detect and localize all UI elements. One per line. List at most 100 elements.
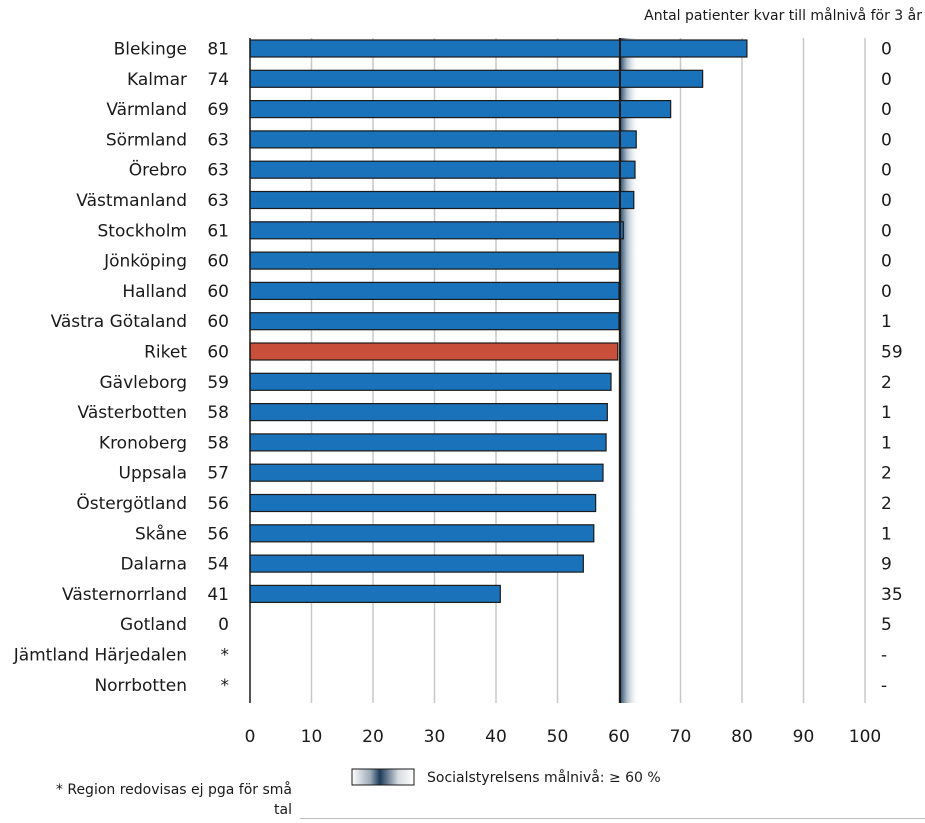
category-label: Jönköping	[103, 252, 187, 272]
category-label: Kalmar	[127, 70, 187, 90]
bar	[249, 190, 635, 210]
value-label: 81	[207, 40, 229, 60]
category-label: Kronoberg	[99, 433, 187, 453]
value-label: 74	[207, 70, 229, 90]
value-label: 61	[207, 221, 229, 241]
remaining-patients-label: 0	[881, 130, 892, 150]
bar	[249, 281, 620, 300]
bar	[249, 554, 584, 573]
value-label: 58	[207, 403, 229, 423]
remaining-patients-label: 0	[881, 161, 892, 181]
category-label: Västernorrland	[62, 585, 187, 605]
remaining-patients-label: 59	[881, 343, 903, 363]
category-label: Riket	[144, 343, 187, 363]
bar	[249, 312, 620, 331]
bar	[249, 372, 612, 391]
x-tick-label: 50	[547, 727, 569, 747]
remaining-patients-label: 35	[881, 585, 903, 605]
legend: Socialstyrelsens målnivå: ≥ 60 %	[351, 768, 661, 786]
bottom-rule	[300, 818, 925, 819]
x-tick-label: 20	[362, 727, 384, 747]
bar	[249, 130, 637, 149]
value-label: 63	[207, 130, 229, 150]
footnote-line-1: * Region redovisas ej pga för små	[55, 782, 292, 798]
category-label: Gävleborg	[99, 373, 187, 393]
bar	[249, 403, 608, 422]
bar	[249, 251, 620, 270]
value-label: 58	[207, 433, 229, 453]
category-label: Jämtland Härjedalen	[13, 646, 187, 666]
x-tick-label: 40	[485, 727, 507, 747]
value-label: 69	[207, 100, 229, 120]
category-label: Sörmland	[106, 130, 187, 150]
remaining-patients-column: 0 0 0 0 0 0 0 0 0 1 59 2 1 1 2 2 1 9 35 5 - -	[881, 40, 903, 696]
bar	[249, 160, 636, 179]
remaining-patients-label: 0	[881, 191, 892, 211]
remaining-patients-label: 0	[881, 100, 892, 120]
x-tick-label: 80	[731, 727, 753, 747]
remaining-patients-label: 1	[881, 312, 892, 332]
x-tick-label: 60	[608, 727, 630, 747]
remaining-patients-label: 5	[881, 615, 892, 635]
bar	[249, 584, 501, 604]
remaining-patients-label: -	[881, 646, 887, 666]
x-tick-label: 30	[424, 727, 446, 747]
category-label: Blekinge	[114, 40, 187, 60]
category-label: Västerbotten	[78, 403, 187, 423]
remaining-patients-label: 1	[881, 524, 892, 544]
remaining-patients-label: 0	[881, 40, 892, 60]
x-tick-label: 70	[670, 727, 692, 747]
remaining-patients-label: 2	[881, 494, 892, 514]
category-label: Dalarna	[120, 555, 187, 575]
category-label: Örebro	[129, 159, 187, 181]
category-label: Östergötland	[76, 492, 187, 514]
value-label: 60	[207, 312, 229, 332]
remaining-patients-label: 1	[881, 403, 892, 423]
category-label: Gotland	[120, 615, 187, 635]
x-tick-label: 100	[849, 727, 881, 747]
bar	[249, 493, 597, 513]
x-axis-ticks: 0 10 20 30 40 50 60 70 80 90 100	[245, 727, 882, 747]
category-label: Värmland	[106, 100, 187, 120]
category-labels: 81 Blekinge 74 Kalmar 69 Värmland 63 Sörmland 63…	[13, 40, 229, 696]
legend-label: Socialstyrelsens målnivå: ≥ 60 %	[427, 769, 661, 786]
bars	[249, 39, 748, 604]
remaining-patients-label: 1	[881, 433, 892, 453]
remaining-patients-label: 0	[881, 70, 892, 90]
remaining-patients-label: 9	[881, 555, 892, 575]
category-label: Halland	[122, 282, 187, 302]
bar	[249, 342, 619, 361]
x-tick-label: 90	[793, 727, 815, 747]
remaining-patients-label: -	[881, 676, 887, 696]
value-label: 41	[207, 585, 229, 605]
remaining-patients-label: 2	[881, 464, 892, 484]
category-label: Västmanland	[76, 191, 187, 211]
category-label: Norrbotten	[94, 676, 187, 696]
value-label: 60	[207, 282, 229, 302]
category-label: Uppsala	[119, 464, 187, 484]
value-label: 59	[207, 373, 229, 393]
bar	[249, 463, 604, 482]
value-label: 63	[207, 161, 229, 181]
bar	[249, 39, 748, 58]
right-header: Antal patienter kvar till målnivå för 3 …	[644, 7, 922, 24]
value-label: 0	[218, 615, 229, 635]
bar	[249, 221, 624, 240]
bar	[249, 69, 704, 88]
bar	[249, 99, 672, 119]
category-label: Skåne	[135, 523, 187, 544]
bar	[249, 433, 607, 452]
value-label: *	[221, 676, 230, 696]
x-tick-label: 10	[301, 727, 323, 747]
value-label: *	[221, 646, 230, 666]
category-label: Västra Götaland	[51, 312, 187, 332]
value-label: 54	[207, 555, 229, 575]
value-label: 60	[207, 343, 229, 363]
value-label: 56	[207, 524, 229, 544]
remaining-patients-label: 0	[881, 221, 892, 241]
value-label: 63	[207, 191, 229, 211]
remaining-patients-label: 2	[881, 373, 892, 393]
remaining-patients-label: 0	[881, 252, 892, 272]
category-label: Stockholm	[97, 221, 187, 241]
